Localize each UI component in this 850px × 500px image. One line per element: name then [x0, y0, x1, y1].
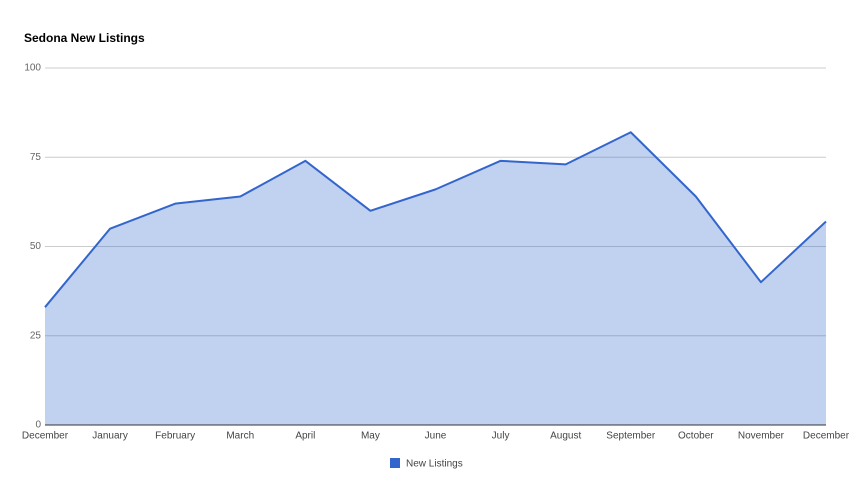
x-tick-label: October — [678, 431, 714, 442]
x-tick-label: December — [803, 431, 850, 442]
x-tick-label: November — [738, 431, 785, 442]
chart-title: Sedona New Listings — [24, 31, 145, 45]
y-tick-label: 0 — [35, 420, 41, 431]
area-line — [44, 131, 827, 308]
x-tick-label: September — [606, 431, 656, 442]
y-tick-label: 50 — [30, 241, 42, 252]
x-tick-label: April — [295, 431, 315, 442]
x-tick-label: March — [226, 431, 254, 442]
x-tick-label: May — [361, 431, 380, 442]
x-tick-label: February — [155, 431, 195, 442]
x-tick-label: January — [92, 431, 128, 442]
y-tick-label: 100 — [24, 63, 41, 74]
x-tick-label: August — [550, 431, 581, 442]
legend-swatch — [390, 458, 400, 468]
x-tick-label: December — [22, 431, 69, 442]
x-tick-label: July — [492, 431, 510, 442]
x-tick-label: June — [425, 431, 447, 442]
y-tick-label: 25 — [30, 330, 42, 341]
y-tick-label: 75 — [30, 152, 42, 163]
legend-label: New Listings — [406, 459, 463, 470]
area-fill — [45, 132, 826, 425]
